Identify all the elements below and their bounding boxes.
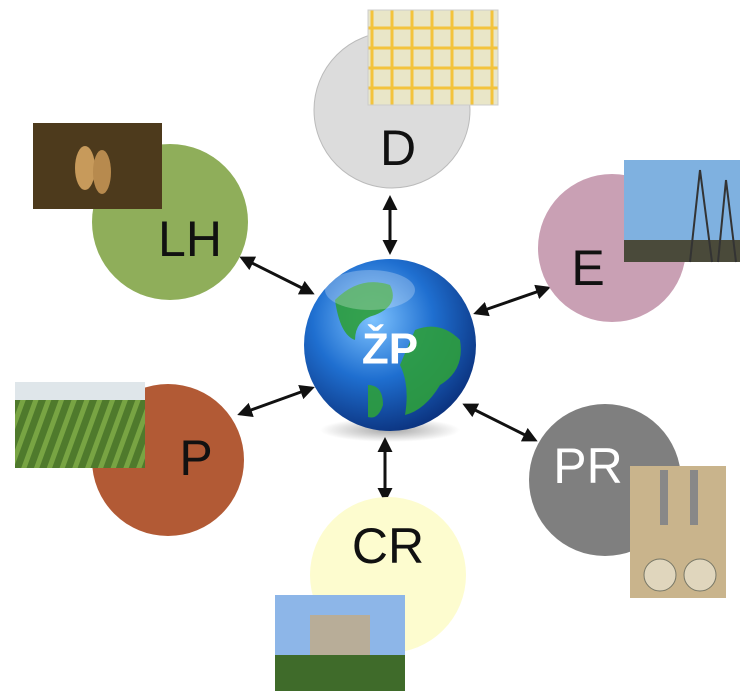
node-label: P (179, 430, 212, 486)
diagram: D LH E P PR CR ŽP (0, 0, 740, 691)
node-label: CR (352, 518, 424, 574)
photo-map (368, 10, 498, 105)
node-label: PR (553, 438, 622, 494)
center-label: ŽP (362, 324, 418, 374)
node-label: LH (158, 211, 222, 267)
node-label: D (380, 120, 416, 176)
node-label: E (571, 240, 604, 296)
